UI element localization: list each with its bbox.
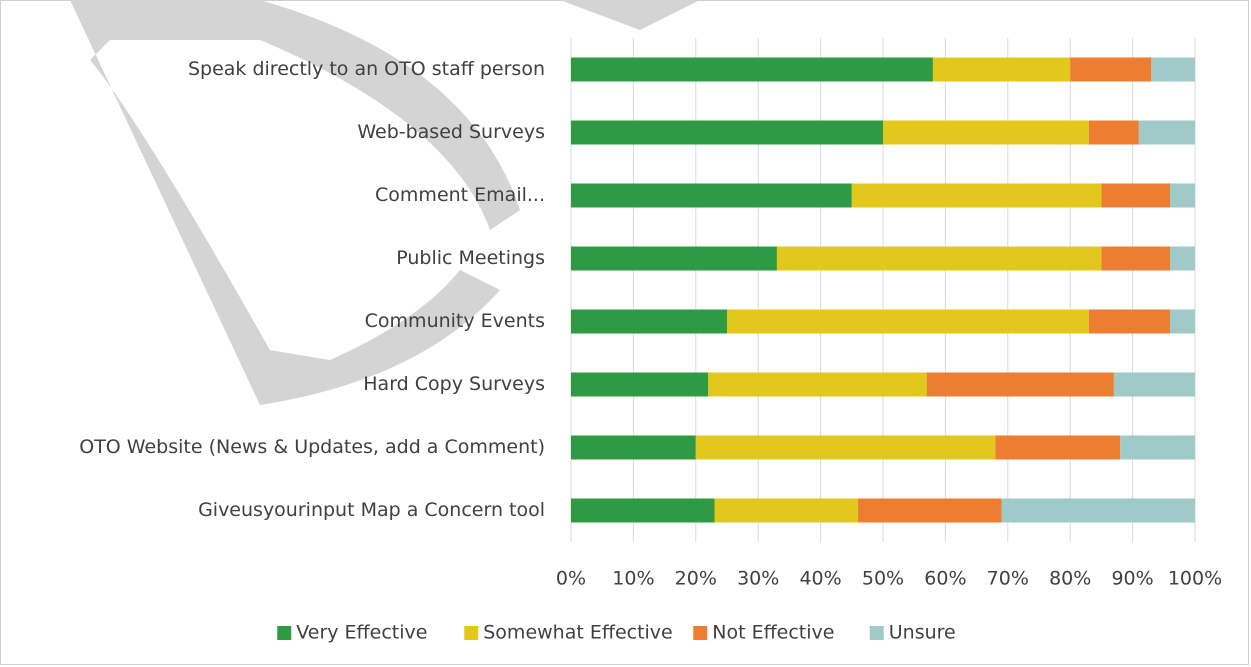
legend-label: Not Effective (712, 622, 834, 644)
bar-segment (851, 183, 1102, 208)
watermark-shape (70, 0, 520, 405)
x-tick-label: 100% (1168, 568, 1222, 590)
x-tick-label: 30% (737, 568, 779, 590)
y-tick-label: Public Meetings (396, 247, 545, 269)
bar-segment (1170, 183, 1195, 208)
watermark-hole (110, 40, 490, 360)
bar-segment (1101, 246, 1171, 271)
x-tick-label: 40% (799, 568, 841, 590)
bar-segment (714, 498, 859, 523)
legend-label: Unsure (889, 622, 956, 644)
x-tick-label: 80% (1049, 568, 1091, 590)
x-tick-label: 10% (612, 568, 654, 590)
bar-segment (1120, 435, 1195, 460)
bar-segment (1138, 120, 1195, 145)
bar-segment (1088, 120, 1139, 145)
bar-segment (932, 57, 1071, 82)
bar-segment (1070, 57, 1152, 82)
y-tick-label: Community Events (365, 310, 545, 332)
x-tick-label: 50% (862, 568, 904, 590)
y-tick-label: OTO Website (News & Updates, add a Comme… (79, 436, 545, 458)
bar-segment (1170, 246, 1195, 271)
y-tick-label: Hard Copy Surveys (363, 373, 545, 395)
bar-segment (571, 183, 852, 208)
y-tick-label: Speak directly to an OTO staff person (188, 58, 545, 80)
bar-segment (1088, 309, 1171, 334)
x-tick-label: 90% (1111, 568, 1153, 590)
bar-segment (727, 309, 1089, 334)
bar-segment (695, 435, 996, 460)
bar-segment (571, 435, 696, 460)
x-tick-label: 70% (987, 568, 1029, 590)
x-tick-label: 0% (556, 568, 586, 590)
watermark-shape (560, 0, 700, 30)
bar-segment (776, 246, 1102, 271)
watermark (70, 0, 700, 405)
bar-segment (1113, 372, 1195, 397)
bar-segment (1001, 498, 1195, 523)
x-tick-label: 60% (924, 568, 966, 590)
legend-swatch (693, 626, 708, 640)
bar-segment (995, 435, 1121, 460)
bar-segment (1170, 309, 1195, 334)
bar-segment (926, 372, 1114, 397)
bar-segment (883, 120, 1089, 145)
bar-segment (1151, 57, 1195, 82)
y-tick-label: Web-based Surveys (357, 121, 545, 143)
legend-swatch (869, 626, 884, 640)
legend-label: Somewhat Effective (483, 622, 673, 644)
legend-label: Very Effective (296, 622, 427, 644)
bar-segment (571, 372, 709, 397)
bar-segment (571, 246, 777, 271)
y-tick-label: Comment Email... (375, 184, 545, 206)
bar-segment (571, 57, 933, 82)
bar-segment (571, 120, 883, 145)
bar-segment (858, 498, 1002, 523)
bar-segment (571, 309, 727, 334)
bar-segment (1101, 183, 1171, 208)
legend-swatch (464, 626, 479, 640)
y-tick-label: Giveusyourinput Map a Concern tool (198, 499, 545, 521)
bar-segment (708, 372, 927, 397)
x-tick-label: 20% (675, 568, 717, 590)
legend-swatch (277, 626, 292, 640)
bar-segment (571, 498, 715, 523)
